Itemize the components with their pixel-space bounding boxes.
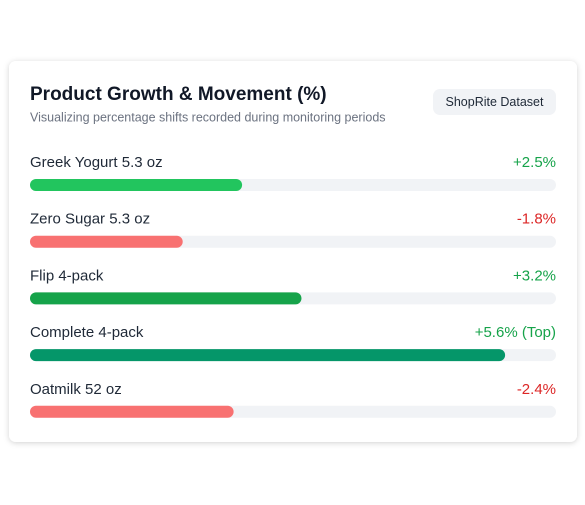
bar bbox=[30, 235, 183, 248]
value-label: +3.2% bbox=[513, 267, 556, 284]
badge-bg bbox=[433, 89, 556, 115]
card bbox=[9, 61, 577, 442]
row-label: Flip 4-pack bbox=[30, 267, 104, 284]
value-label: -2.4% bbox=[517, 381, 556, 398]
badge: ShopRite Dataset bbox=[446, 95, 545, 109]
bar bbox=[30, 349, 506, 362]
value-label: +2.5% bbox=[513, 154, 556, 171]
bar bbox=[30, 179, 243, 191]
row-label: Complete 4-pack bbox=[30, 324, 144, 341]
bar bbox=[30, 292, 302, 305]
row-label: Zero Sugar 5.3 oz bbox=[30, 211, 150, 228]
row-label: Greek Yogurt 5.3 oz bbox=[30, 154, 163, 171]
value-label: -1.8% bbox=[517, 211, 556, 228]
value-label: +5.6% (Top) bbox=[475, 324, 556, 341]
chart-title: Product Growth & Movement (%) bbox=[30, 84, 327, 105]
row-label: Oatmilk 52 oz bbox=[30, 381, 122, 398]
bar bbox=[30, 405, 234, 418]
chart-subtitle: Visualizing percentage shifts recorded d… bbox=[30, 110, 386, 124]
